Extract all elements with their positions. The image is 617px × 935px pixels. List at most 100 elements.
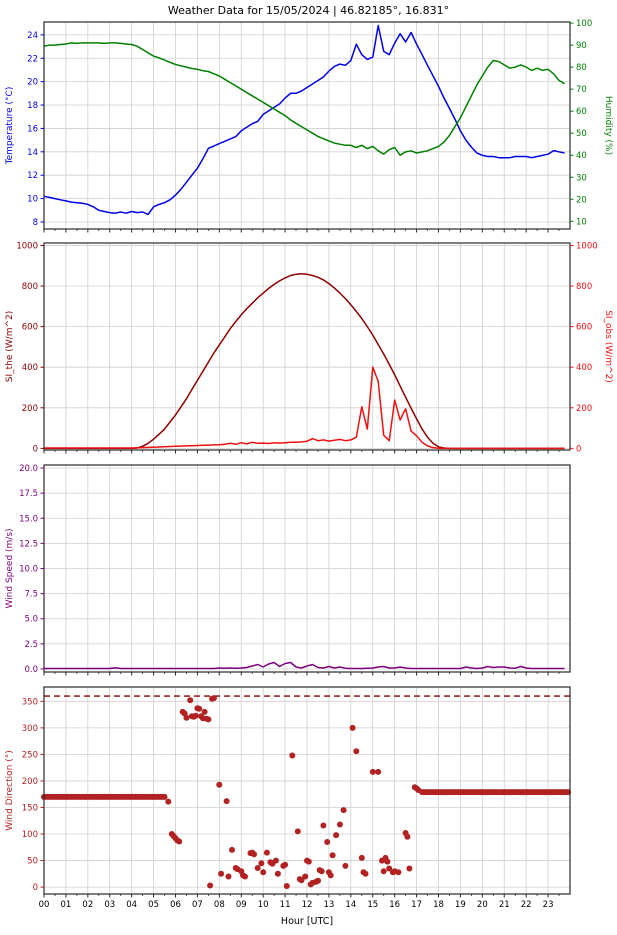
x-tick-label: 04: [126, 900, 137, 910]
y-tick-label: 200: [22, 404, 38, 414]
y-tick-label: 800: [22, 282, 38, 292]
panel-temperature-humidity: 8 10 12 14 16 18 20 22 24 10 20 30 40 50 60 70 80 90 100 Te…: [5, 19, 613, 233]
y-tick-label: 0.0: [24, 665, 38, 675]
x-tick-label: 19: [455, 900, 466, 910]
y-tick-label: 8: [33, 218, 38, 228]
y-tick-label: 300: [22, 724, 38, 734]
x-tick-label: 17: [411, 900, 422, 910]
panel-solar-irradiance: 0 200 400 600 800 1000 0 200 400 600 800 1000 SI_the…: [5, 241, 613, 454]
x-tick-label: 18: [433, 900, 444, 910]
y-tick-label: 2.5: [24, 640, 38, 650]
y-tick-label: 150: [22, 803, 38, 813]
y-tick-label: 16: [27, 124, 38, 134]
y-tick-label: 12.5: [19, 539, 38, 549]
y-tick-label: 22: [27, 54, 38, 64]
left-ticks: 0 50 100 150 200 250 300 350: [22, 697, 44, 893]
x-tick-label: 16: [389, 900, 400, 910]
series-wind-speed: [44, 661, 565, 670]
y-tick-label: 200: [576, 404, 592, 414]
x-tick-label: 08: [214, 900, 225, 910]
y-tick-label: 24: [27, 31, 38, 41]
x-tick-label: 00: [39, 900, 50, 910]
y-tick-label: 350: [22, 697, 38, 707]
x-tick-label: 07: [192, 900, 203, 910]
x-tick-label: 15: [367, 900, 378, 910]
scatter-wind-direction: [41, 695, 572, 889]
left-ticks: 8 10 12 14 16 18 20 22 24: [27, 31, 44, 228]
y-tick-label: 40: [576, 151, 587, 161]
x-tick-label: 23: [543, 900, 554, 910]
grid-solar-irradiance: [44, 243, 570, 450]
right-ticks: 0 200 400 600 800 1000: [570, 241, 598, 454]
right-axis-label: SI_obs (W/m^2): [603, 310, 613, 383]
left-ticks: 0.0 2.5 5.0 7.5 10.0 12.5 15.0 17.5 20.0: [19, 464, 44, 675]
left-axis-label: Wind Direction (°): [5, 750, 15, 831]
y-tick-label: 100: [22, 830, 38, 840]
right-axis-label: Humidity (%): [603, 96, 613, 155]
y-tick-label: 5.0: [24, 615, 38, 625]
y-tick-label: 400: [576, 363, 592, 373]
x-tick-label: 06: [170, 900, 181, 910]
x-tick-label: 22: [521, 900, 532, 910]
x-tick-label: 14: [345, 900, 356, 910]
y-tick-label: 17.5: [19, 489, 38, 499]
y-tick-label: 90: [576, 41, 587, 51]
y-tick-label: 200: [22, 777, 38, 787]
left-axis-label: Temperature (°C): [5, 87, 15, 166]
y-tick-label: 1000: [16, 241, 38, 251]
y-tick-label: 10.0: [19, 565, 38, 575]
right-ticks: 10 20 30 40 50 60 70 80 90 100: [570, 19, 592, 227]
y-tick-label: 0: [576, 444, 581, 454]
x-tick-label: 11: [280, 900, 291, 910]
x-ticks: [43, 229, 560, 233]
y-tick-label: 80: [576, 63, 587, 73]
x-ticks: [43, 450, 560, 454]
y-tick-label: 60: [576, 107, 587, 117]
y-tick-label: 15.0: [19, 514, 38, 524]
left-axis-label: SI_the (W/m^2): [5, 311, 15, 383]
series-temperature: [43, 24, 565, 216]
y-tick-label: 30: [576, 173, 587, 183]
y-tick-label: 600: [22, 323, 38, 333]
x-tick-label: 12: [302, 900, 313, 910]
x-tick-label: 01: [61, 900, 72, 910]
x-tick-label: 10: [258, 900, 269, 910]
y-tick-label: 12: [27, 171, 38, 181]
x-tick-label: 13: [324, 900, 335, 910]
left-ticks: 0 200 400 600 800 1000: [16, 241, 44, 454]
series-humidity: [43, 42, 565, 156]
y-tick-label: 250: [22, 750, 38, 760]
x-tick-label: 05: [148, 900, 159, 910]
panel-wind-speed: 0.0 2.5 5.0 7.5 10.0 12.5 15.0 17.5 20.0 Wind Spe…: [5, 464, 571, 676]
y-tick-label: 600: [576, 323, 592, 333]
x-tick-label: 02: [82, 900, 93, 910]
y-tick-label: 800: [576, 282, 592, 292]
x-tick-label: 21: [499, 900, 510, 910]
y-tick-label: 10: [27, 195, 38, 205]
grid-temperature-humidity: [44, 22, 570, 229]
x-axis-label: Hour [UTC]: [281, 916, 333, 927]
grid-wind-direction: [44, 687, 570, 894]
grid-wind-speed: [44, 465, 570, 672]
y-tick-label: 0: [33, 883, 38, 893]
y-tick-label: 1000: [576, 241, 598, 251]
series-si-theoretical: [44, 273, 565, 450]
panel-wind-direction: 00 01 02 03 04 05 06 07 08 09 10 11 12 13 14 15 16 17 18 19…: [5, 686, 572, 910]
x-tick-label: 09: [236, 900, 247, 910]
x-ticks: 00 01 02 03 04 05 06 07 08 09 10 11 12 13 14 15 16 17 18 19…: [39, 894, 560, 910]
y-tick-label: 0: [33, 444, 38, 454]
y-tick-label: 50: [576, 129, 587, 139]
x-tick-label: 03: [104, 900, 115, 910]
y-tick-label: 20.0: [19, 464, 38, 474]
series-si-observed: [44, 366, 565, 450]
y-tick-label: 18: [27, 101, 38, 111]
figure-title: Weather Data for 15/05/2024 | 46.82185°,…: [167, 4, 450, 17]
y-tick-label: 14: [27, 148, 38, 158]
y-tick-label: 70: [576, 85, 587, 95]
y-tick-label: 7.5: [24, 590, 38, 600]
y-tick-label: 100: [576, 19, 592, 29]
x-ticks: [43, 672, 560, 676]
y-tick-label: 10: [576, 217, 587, 227]
